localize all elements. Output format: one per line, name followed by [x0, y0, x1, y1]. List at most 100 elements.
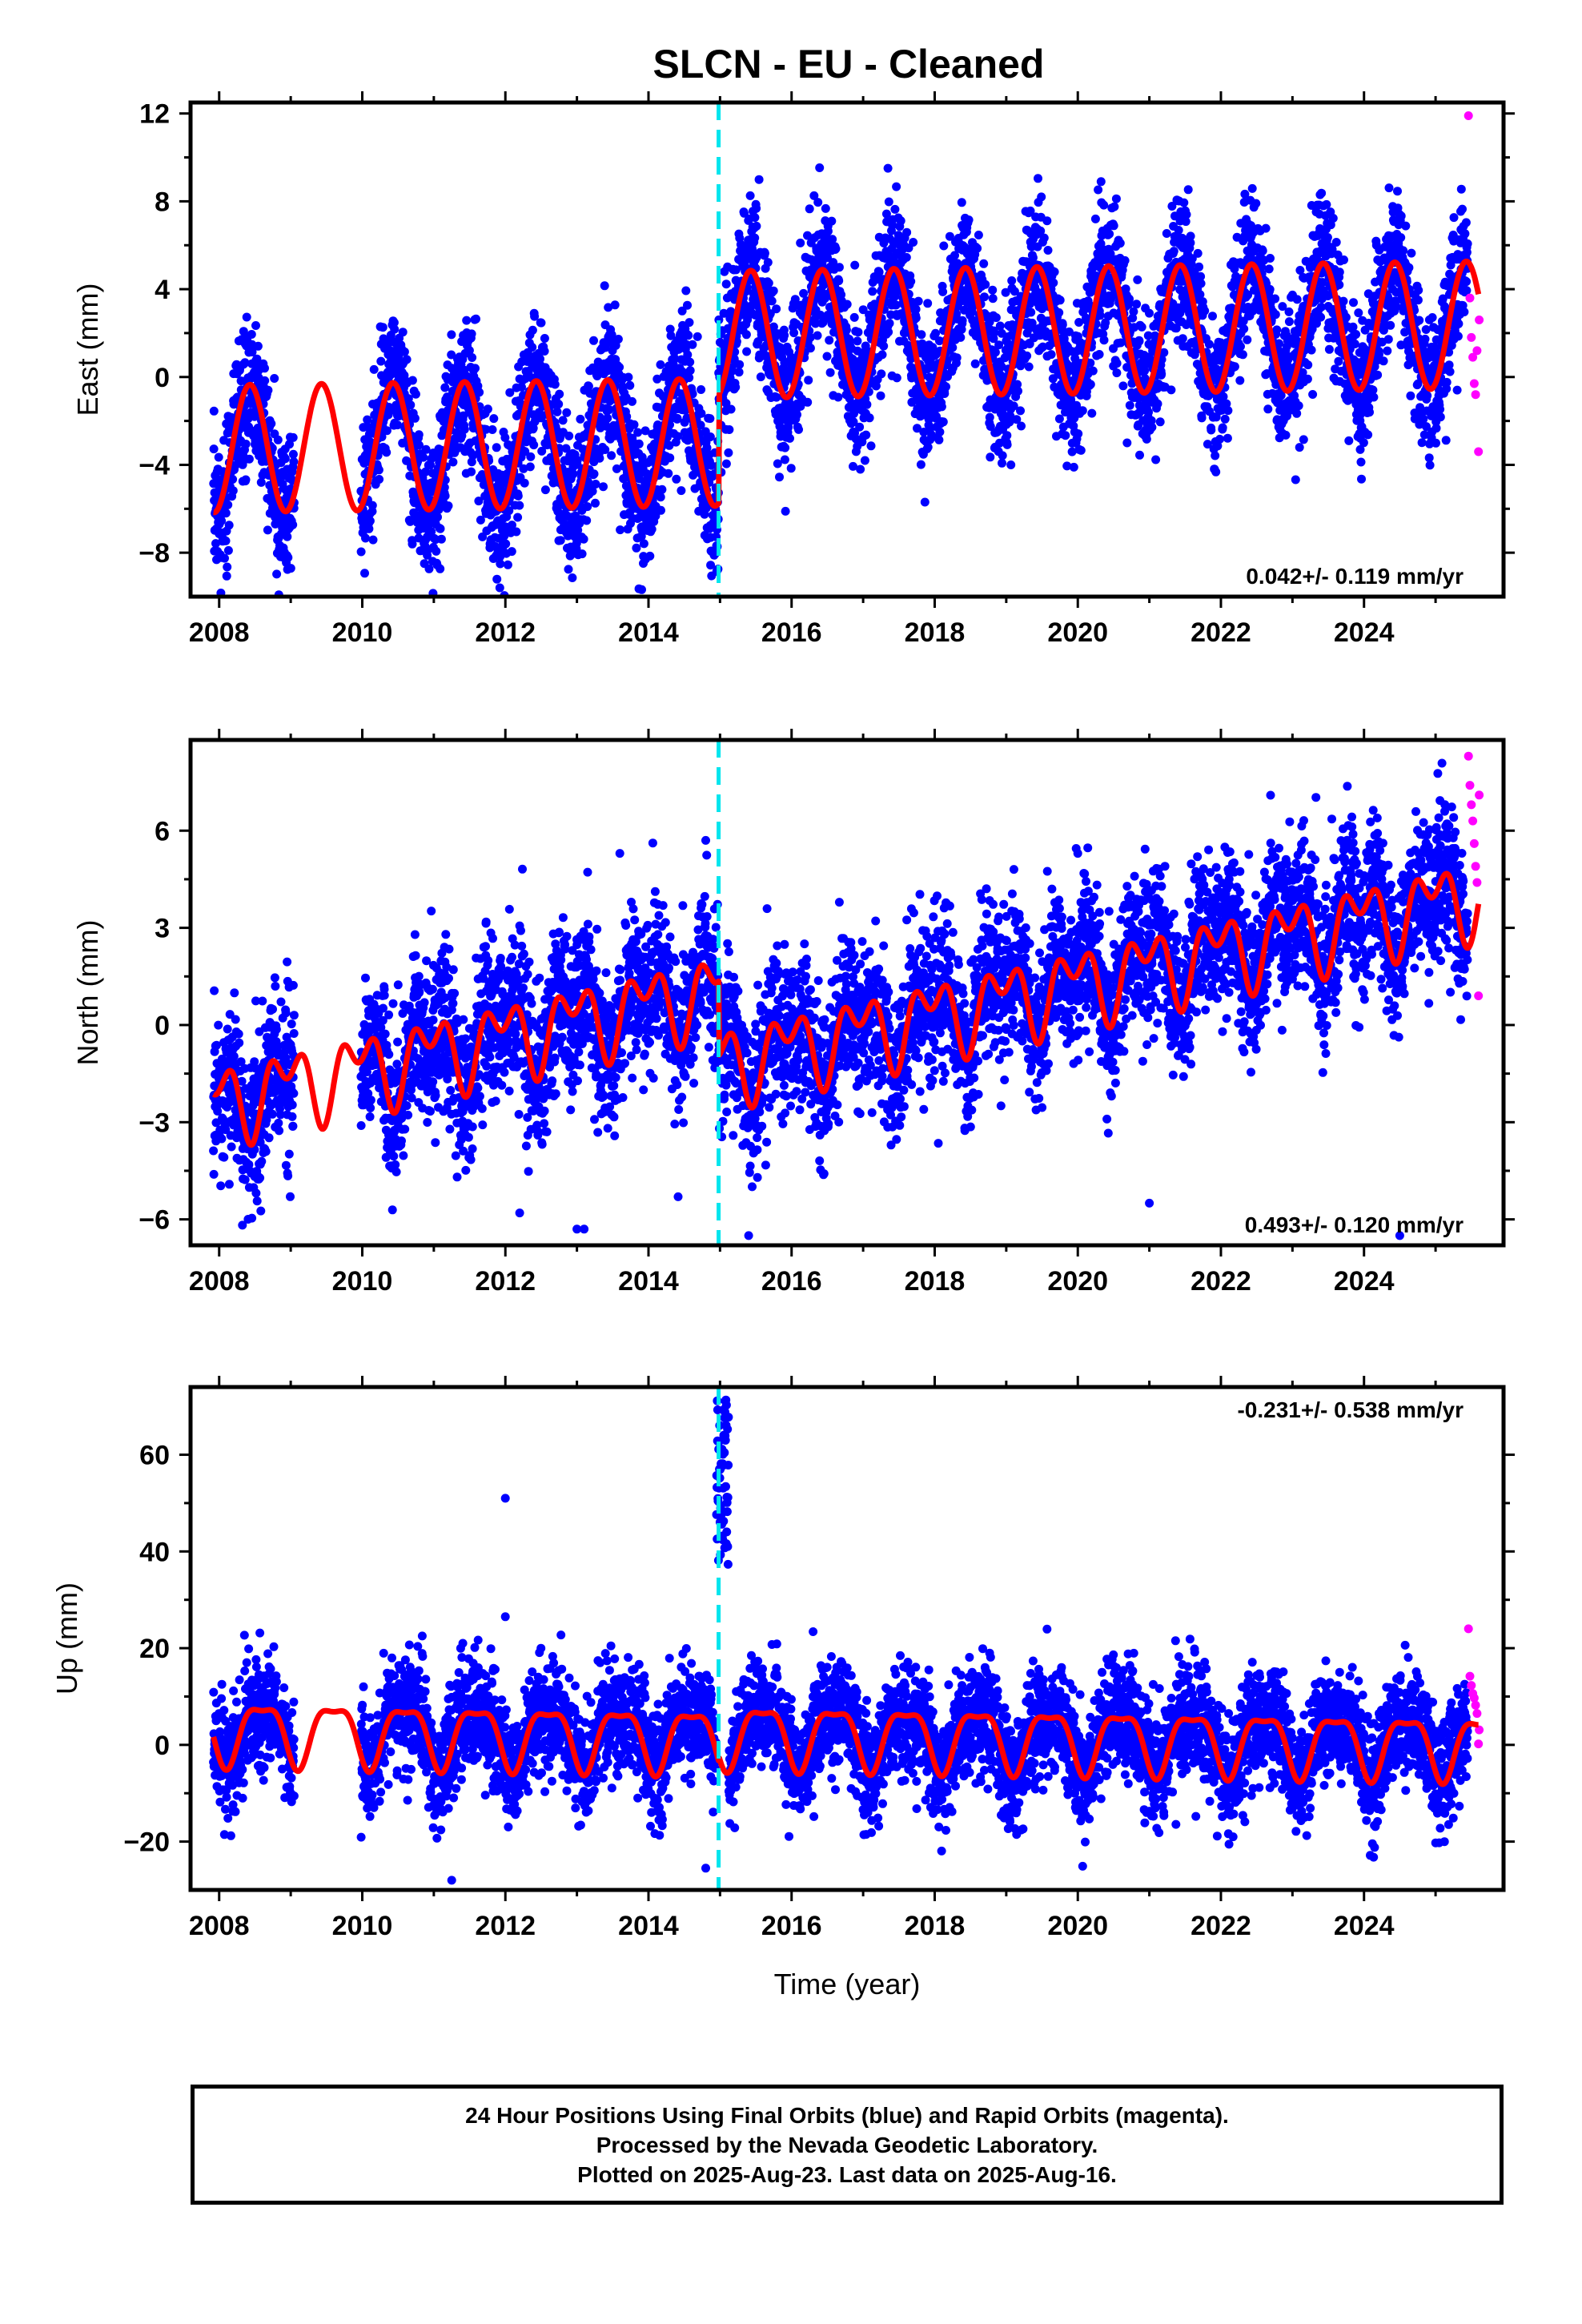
east-final-orbit-point	[1251, 199, 1261, 208]
east-final-orbit-point	[825, 336, 834, 345]
east-final-orbit-point	[1215, 434, 1225, 444]
east-final-orbit-point	[467, 329, 476, 339]
east-final-orbit-point	[1094, 185, 1103, 195]
east-final-orbit-point	[629, 420, 639, 429]
east-final-orbit-point	[705, 604, 713, 613]
east-final-orbit-point	[1151, 455, 1161, 464]
east-final-orbit-point	[1115, 239, 1125, 248]
east-final-orbit-point	[501, 539, 511, 549]
east-final-orbit-point	[923, 299, 933, 308]
east-final-orbit-point	[572, 456, 582, 465]
east-final-orbit-point	[639, 539, 648, 549]
east-final-orbit-point	[988, 294, 998, 304]
east-final-orbit-point	[436, 564, 445, 573]
east-final-orbit-point	[876, 391, 885, 400]
east-final-orbit-point	[1049, 278, 1058, 287]
east-final-orbit-point	[772, 304, 781, 314]
east-final-orbit-point	[367, 501, 377, 510]
east-final-orbit-point	[421, 444, 431, 454]
east-final-orbit-point	[1230, 362, 1239, 372]
east-final-orbit-point	[1193, 248, 1203, 258]
east-final-orbit-point	[985, 412, 994, 422]
east-final-orbit-point	[600, 445, 610, 454]
east-final-orbit-point	[988, 285, 998, 295]
east-final-orbit-point	[1291, 475, 1300, 485]
east-final-orbit-point	[1002, 440, 1012, 449]
east-final-orbit-point	[752, 203, 761, 213]
east-final-orbit-point	[913, 296, 923, 306]
east-final-orbit-point	[725, 425, 734, 434]
east-final-orbit-point	[1211, 451, 1220, 460]
east-final-orbit-point	[1182, 210, 1191, 219]
east-final-orbit-point	[1074, 429, 1083, 439]
east-final-orbit-point	[805, 204, 814, 214]
east-final-orbit-point	[1145, 308, 1154, 318]
east-final-orbit-point	[1223, 406, 1233, 416]
east-final-orbit-point	[356, 547, 366, 557]
east-final-orbit-point	[850, 260, 860, 270]
east-final-orbit-point	[1050, 267, 1059, 276]
east-final-orbit-point	[721, 279, 731, 289]
east-final-orbit-point	[1109, 221, 1118, 231]
east-final-orbit-point	[1211, 467, 1221, 476]
east-final-orbit-point	[856, 464, 865, 474]
east-final-orbit-point	[1111, 194, 1121, 203]
east-final-orbit-point	[1122, 438, 1132, 448]
east-final-orbit-point	[474, 497, 484, 506]
east-final-orbit-point	[769, 286, 778, 296]
east-final-orbit-point	[1069, 462, 1078, 472]
east-final-orbit-point	[665, 453, 675, 463]
east-final-orbit-point	[402, 355, 412, 364]
east-final-orbit-point	[1147, 423, 1157, 432]
east-final-orbit-point	[365, 517, 375, 525]
east-final-orbit-point	[288, 520, 298, 529]
east-final-orbit-point	[228, 475, 238, 484]
east-final-orbit-point	[363, 415, 372, 424]
east-final-orbit-point	[1223, 433, 1232, 443]
east-final-orbit-point	[492, 574, 502, 584]
east-final-orbit-point	[253, 341, 263, 351]
east-final-orbit-point	[1258, 246, 1267, 255]
east-final-orbit-point	[981, 279, 990, 289]
east-final-orbit-point	[536, 318, 546, 328]
east-final-orbit-point	[1166, 385, 1176, 395]
east-final-orbit-point	[214, 452, 223, 462]
east-final-orbit-point	[228, 486, 238, 496]
east-final-orbit-point	[979, 259, 989, 268]
east-final-orbit-point	[513, 513, 523, 522]
east-final-orbit-point	[647, 608, 656, 617]
east-final-orbit-point	[1110, 202, 1119, 211]
east-final-orbit-point	[892, 182, 901, 191]
east-final-orbit-point	[436, 524, 445, 533]
east-final-orbit-point	[503, 560, 512, 569]
east-final-orbit-point	[916, 460, 926, 469]
east-final-orbit-point	[958, 316, 967, 325]
east-final-orbit-point	[508, 521, 516, 530]
east-final-orbit-point	[935, 427, 945, 436]
east-final-orbit-point	[861, 430, 871, 440]
east-final-orbit-point	[781, 506, 790, 516]
east-final-orbit-point	[998, 458, 1006, 468]
east-final-orbit-point	[540, 347, 549, 356]
east-final-orbit-point	[1042, 216, 1052, 226]
east-final-orbit-point	[742, 347, 752, 356]
east-final-orbit-point	[610, 300, 620, 310]
east-final-orbit-point	[550, 380, 560, 389]
east-final-orbit-point	[394, 352, 404, 361]
east-final-orbit-point	[884, 328, 893, 337]
east-final-orbit-point	[288, 449, 298, 459]
east-final-orbit-point	[1155, 417, 1165, 427]
east-final-orbit-point	[986, 452, 995, 462]
east-final-orbit-point	[938, 287, 948, 296]
east-final-orbit-point	[1208, 312, 1217, 321]
east-final-orbit-point	[568, 469, 578, 479]
east-final-orbit-point	[677, 486, 686, 496]
east-final-orbit-point	[909, 238, 918, 247]
east-final-orbit-point	[1239, 324, 1249, 334]
east-final-orbit-point	[633, 428, 643, 437]
east-final-orbit-point	[754, 175, 764, 184]
east-final-orbit-point	[462, 316, 472, 325]
east-final-orbit-point	[224, 521, 234, 530]
east-final-orbit-point	[447, 330, 456, 340]
